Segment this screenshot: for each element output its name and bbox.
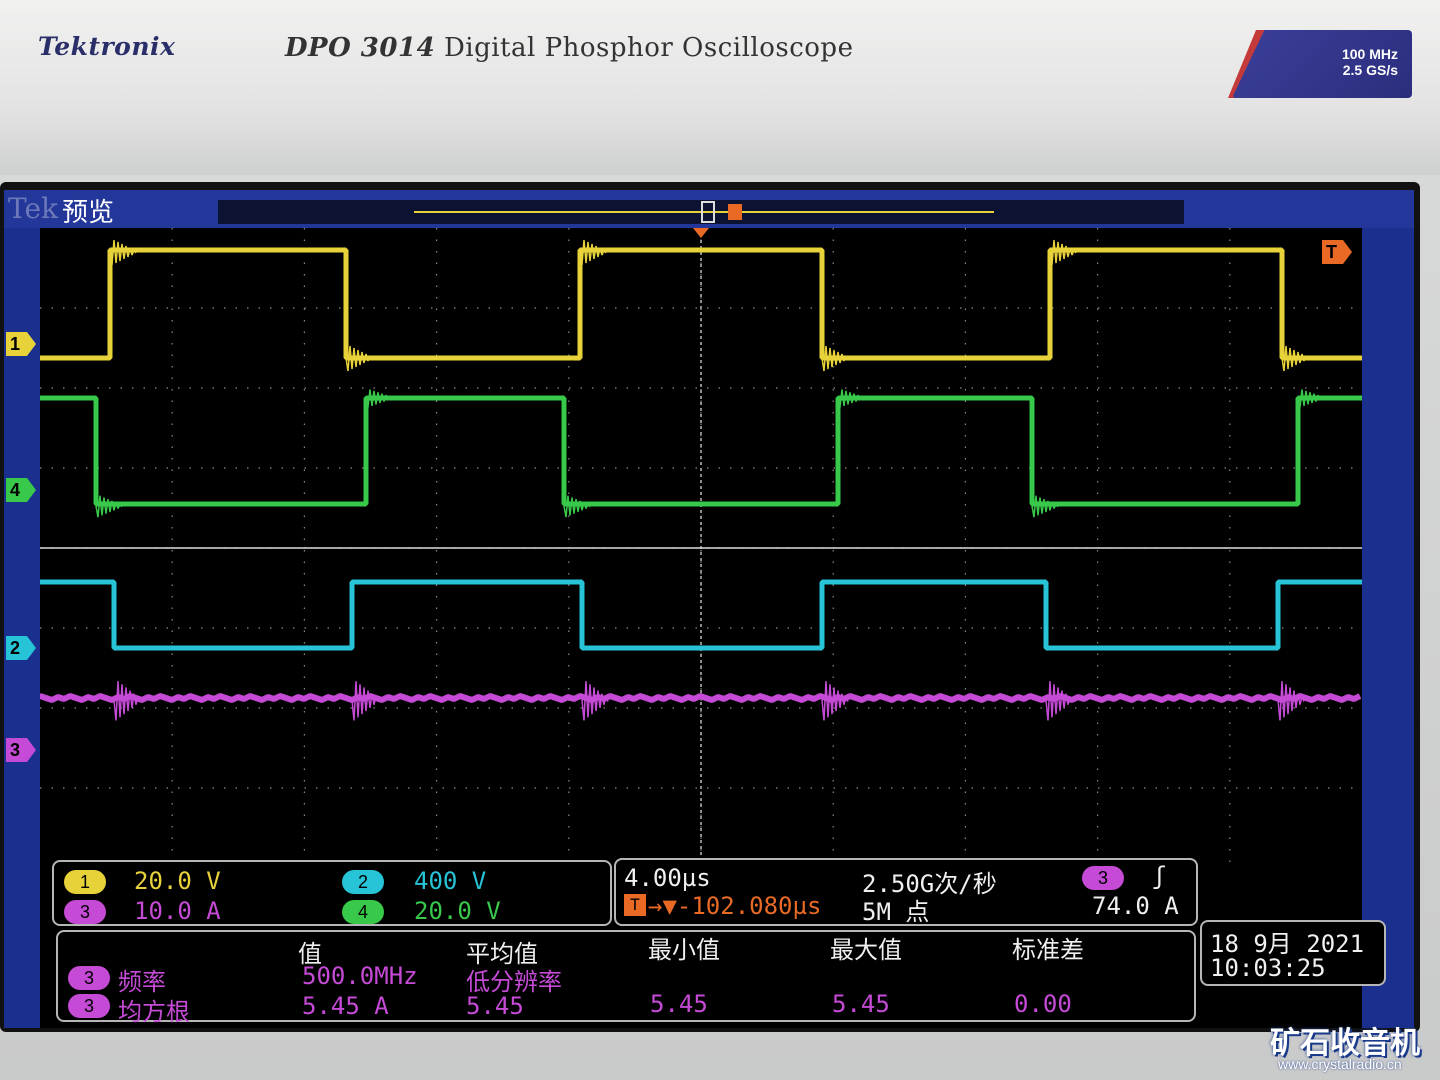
ch3-ringing bbox=[351, 681, 379, 721]
screen-topbar: Tek 预览 bbox=[4, 190, 1414, 228]
time-label: 10:03:25 bbox=[1210, 954, 1326, 982]
ch1-ringing bbox=[345, 345, 373, 372]
ch1-ringing bbox=[1281, 345, 1309, 372]
ch1-scale: 20.0 V bbox=[134, 867, 221, 895]
spec-badge: 100 MHz 2.5 GS/s bbox=[1232, 30, 1412, 98]
ch4-scale: 20.0 V bbox=[414, 897, 501, 925]
ch3-ringing bbox=[113, 681, 141, 721]
date-label: 18 9月 2021 bbox=[1210, 930, 1365, 958]
trigger-slope-icon: ʃ bbox=[1152, 862, 1167, 890]
trigger-position-pointer bbox=[693, 228, 709, 238]
meas2-min: 5.45 bbox=[650, 990, 708, 1018]
model-label: DPO 3014 Digital Phosphor Oscilloscope bbox=[285, 33, 853, 63]
meas2-mean: 5.45 bbox=[466, 992, 524, 1020]
channel-scale-panel: 1 20.0 V 2 400 V 3 10.0 A 4 20.0 V bbox=[52, 860, 612, 926]
tek-logo: Tek bbox=[8, 192, 59, 225]
trigger-position-icon: T bbox=[624, 894, 646, 916]
scope-top-panel bbox=[0, 0, 1440, 175]
ch4-badge[interactable]: 4 bbox=[342, 900, 384, 924]
sample-rate: 2.50G次/秒 bbox=[862, 870, 997, 898]
watermark-url: www.crystalradio.cn bbox=[1278, 1056, 1402, 1072]
col-header-min: 最小值 bbox=[648, 936, 720, 964]
record-overview-bar bbox=[218, 200, 1184, 224]
ch1-ringing bbox=[109, 239, 137, 266]
ch4-ringing bbox=[365, 389, 393, 408]
meas2-value: 5.45 A bbox=[302, 992, 389, 1020]
col-header-mean: 平均值 bbox=[466, 940, 538, 968]
ch3-ringing bbox=[1277, 681, 1305, 721]
meas1-value: 500.0MHz bbox=[302, 962, 418, 990]
ch4-ringing bbox=[563, 495, 591, 518]
ch3-ringing bbox=[1045, 681, 1073, 721]
trigger-level: 74.0 A bbox=[1092, 892, 1179, 920]
meas2-std: 0.00 bbox=[1014, 990, 1072, 1018]
ch3-ground-marker[interactable]: 3 bbox=[6, 738, 36, 762]
model-description: Digital Phosphor Oscilloscope bbox=[443, 33, 854, 63]
meas2-channel-badge[interactable]: 3 bbox=[68, 994, 110, 1018]
ch4-ringing bbox=[95, 495, 123, 518]
ch1-ringing bbox=[579, 239, 607, 266]
ch2-badge[interactable]: 2 bbox=[342, 870, 384, 894]
ch4-ringing bbox=[1297, 389, 1325, 408]
col-header-max: 最大值 bbox=[830, 936, 902, 964]
meas1-name: 频率 bbox=[118, 968, 166, 996]
meas2-name: 均方根 bbox=[118, 998, 190, 1026]
trigger-source-badge[interactable]: 3 bbox=[1082, 866, 1124, 890]
ch3-waveform bbox=[40, 693, 1362, 703]
ch3-ringing bbox=[581, 681, 609, 721]
meas1-channel-badge[interactable]: 3 bbox=[68, 966, 110, 990]
timebase-panel: 4.00µs 2.50G次/秒 3 ʃ T →▼-102.080µs 5M 点 … bbox=[614, 858, 1198, 926]
spec-sample-rate: 2.5 GS/s bbox=[1342, 62, 1398, 78]
measurements-panel: 值 平均值 最小值 最大值 标准差 3 频率 500.0MHz 低分辨率 3 均… bbox=[56, 930, 1196, 1026]
meas2-max: 5.45 bbox=[832, 990, 890, 1018]
horizontal-position: →▼-102.080µs bbox=[648, 892, 822, 920]
ch2-waveform bbox=[40, 579, 1362, 651]
record-overview-svg bbox=[414, 201, 994, 223]
overview-trigger-marker bbox=[728, 204, 742, 220]
brand-logo: Tektronix bbox=[38, 32, 176, 61]
ch1-ground-marker[interactable]: 1 bbox=[6, 332, 36, 356]
ch1-badge[interactable]: 1 bbox=[64, 870, 106, 894]
record-length: 5M 点 bbox=[862, 898, 930, 926]
col-header-value: 值 bbox=[298, 940, 322, 968]
watermark-logo: 矿石收音机 bbox=[1270, 1026, 1420, 1061]
ch2-scale: 400 V bbox=[414, 867, 487, 895]
ch3-ringing bbox=[821, 681, 849, 721]
ch3-scale: 10.0 A bbox=[134, 897, 221, 925]
ch4-ringing bbox=[1031, 495, 1059, 518]
col-header-std: 标准差 bbox=[1012, 936, 1084, 964]
ch1-ringing bbox=[821, 345, 849, 372]
time-per-div: 4.00µs bbox=[624, 864, 711, 892]
meas1-mean: 低分辨率 bbox=[466, 968, 562, 996]
ch4-ground-marker[interactable]: 4 bbox=[6, 478, 36, 502]
ch2-ground-marker[interactable]: 2 bbox=[6, 636, 36, 660]
ch1-waveform bbox=[40, 247, 1362, 361]
ch4-ringing bbox=[837, 389, 865, 408]
datetime-panel: 18 9月 2021 10:03:25 bbox=[1200, 920, 1386, 986]
view-window-marker bbox=[701, 201, 715, 223]
ch1-ringing bbox=[1049, 239, 1077, 266]
spec-bandwidth: 100 MHz bbox=[1341, 46, 1398, 62]
scope-screen: Tek 预览 1 4 2 3 T 1 20.0 V 2 400 V 3 10.0… bbox=[4, 190, 1414, 1028]
ch4-waveform bbox=[40, 395, 1362, 507]
ch3-badge[interactable]: 3 bbox=[64, 900, 106, 924]
waveform-display bbox=[40, 228, 1362, 868]
model-number: DPO 3014 bbox=[285, 33, 436, 63]
mode-label: 预览 bbox=[62, 198, 115, 228]
